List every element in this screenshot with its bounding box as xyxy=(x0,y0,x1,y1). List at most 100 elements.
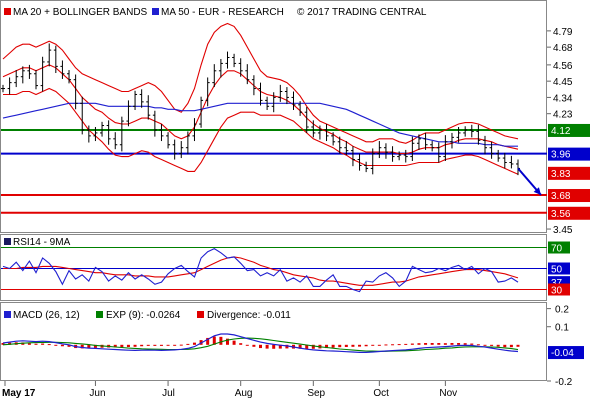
divergence-bar xyxy=(450,343,454,345)
price-legend: MA 20 + BOLLINGER BANDS MA 50 - EUR - RE… xyxy=(4,7,427,18)
ma50-line xyxy=(2,102,518,147)
ma50-legend-swatch xyxy=(152,8,159,15)
divergence-bar xyxy=(443,343,447,345)
divergence-bar xyxy=(120,344,124,348)
macd-level-label: -0.04 xyxy=(551,348,574,359)
panel-frames xyxy=(0,0,547,381)
x-tick-label: Jul xyxy=(162,388,175,399)
exp-legend-label: EXP (9): -0.0264 xyxy=(106,310,181,321)
forecast-arrow-head xyxy=(533,187,541,196)
price-panel: 4.79 4.68 4.56 4.45 4.34 4.23 3.45 4.12 3.96 3.83… xyxy=(1,22,590,236)
macd-level-tag xyxy=(548,346,584,360)
divergence-bar xyxy=(54,344,58,346)
rsi-legend: RSI14 - 9MA xyxy=(4,237,71,248)
divergence-bar xyxy=(27,343,31,345)
level-tag-3.68 xyxy=(548,189,590,203)
divergence-bar xyxy=(384,344,388,346)
divergence-bar xyxy=(463,343,467,345)
divergence-bar xyxy=(245,344,249,346)
divergence-bar xyxy=(417,343,421,345)
divergence-bar xyxy=(278,344,282,349)
divergence-bar xyxy=(126,344,130,347)
macd-legend: MACD (26, 12) EXP (9): -0.0264 Divergenc… xyxy=(4,310,291,321)
level-tag-4.12 xyxy=(548,123,590,137)
price-panel-frame xyxy=(0,0,547,233)
rsi-level-label-70: 70 xyxy=(551,244,563,255)
ma20-legend-swatch xyxy=(4,8,11,15)
exp-line xyxy=(2,337,519,352)
divergence-bar xyxy=(325,344,329,349)
level-label-3.96: 3.96 xyxy=(551,150,571,161)
divergence-bar xyxy=(311,344,315,349)
price-y-tick-label: 4.68 xyxy=(553,43,573,54)
x-tick-label: Oct xyxy=(373,388,389,399)
divergence-bar xyxy=(391,344,395,346)
level-label-3.83: 3.83 xyxy=(551,169,571,180)
divergence-bar xyxy=(80,344,84,349)
divergence-bar xyxy=(113,344,117,348)
divergence-bar xyxy=(225,338,229,345)
x-tick-label: Aug xyxy=(235,388,253,399)
divergence-bar xyxy=(60,344,64,347)
divergence-bar xyxy=(93,344,97,348)
x-tick-label: Jun xyxy=(89,388,105,399)
level-tag-3.96 xyxy=(548,147,590,161)
divergence-bar xyxy=(259,344,262,349)
divergence-bar xyxy=(364,344,368,347)
divergence-bar xyxy=(146,344,150,346)
x-axis: May 17 Jun Jul Aug Sep Oct Nov xyxy=(2,381,457,399)
divergence-bar xyxy=(133,344,137,347)
divergence-bar xyxy=(206,337,210,345)
macd-legend-label: MACD (26, 12) xyxy=(13,310,80,321)
divergence-bar xyxy=(87,344,91,349)
macd-y-tick-label: -0.2 xyxy=(555,377,573,388)
divergence-bar xyxy=(232,340,236,345)
divergence-bar xyxy=(397,344,401,346)
divergence-bar xyxy=(503,344,507,348)
macd-panel: 0.2 0.1 -0.2 -0.04 xyxy=(1,305,584,388)
ma50-legend-label: MA 50 - EUR - RESEARCH xyxy=(161,7,284,18)
divergence-bar xyxy=(305,344,309,349)
divergence-bar xyxy=(371,344,375,346)
macd-y-tick-label: 0.1 xyxy=(555,323,569,334)
divergence-bar xyxy=(437,343,441,345)
divergence-bar xyxy=(41,343,45,345)
divergence-bar xyxy=(496,344,500,347)
rsi-legend-label: RSI14 - 9MA xyxy=(13,237,71,248)
macd-line xyxy=(2,333,519,353)
rsi-panel: 70503730 xyxy=(1,241,570,297)
level-label-3.56: 3.56 xyxy=(551,209,571,220)
divergence-bar xyxy=(67,344,71,347)
copyright-label: © 2017 TRADING CENTRAL xyxy=(297,7,427,18)
divergence-bar xyxy=(173,344,177,346)
rsi-line xyxy=(2,247,519,293)
price-y-tick-label: 4.79 xyxy=(553,27,573,38)
divergence-bar xyxy=(252,344,256,347)
divergence-bar xyxy=(34,343,38,345)
divergence-bar xyxy=(377,344,381,346)
divergence-legend-swatch xyxy=(197,311,204,318)
divergence-bar xyxy=(192,342,196,345)
rsi-level-tag-50 xyxy=(548,262,570,275)
divergence-bar xyxy=(179,344,183,346)
divergence-bar xyxy=(272,344,276,349)
ma20-legend-label: MA 20 + BOLLINGER BANDS xyxy=(13,7,148,18)
ma20-line xyxy=(2,64,519,155)
divergence-bar xyxy=(166,344,170,346)
divergence-bar xyxy=(1,343,5,345)
divergence-bar xyxy=(47,344,51,346)
divergence-legend-label: Divergence: -0.011 xyxy=(207,310,291,321)
divergence-bar xyxy=(457,343,461,345)
divergence-bar xyxy=(430,343,434,345)
macd-panel-frame xyxy=(0,302,547,381)
divergence-bar xyxy=(298,344,302,349)
rsi-ma-line xyxy=(3,256,519,286)
price-y-tick-label: 4.23 xyxy=(553,110,573,121)
divergence-bar xyxy=(358,344,362,347)
level-tag-3.83 xyxy=(548,166,590,180)
divergence-bar xyxy=(331,344,335,348)
divergence-bar xyxy=(140,344,144,347)
x-tick-label: Sep xyxy=(307,388,325,399)
